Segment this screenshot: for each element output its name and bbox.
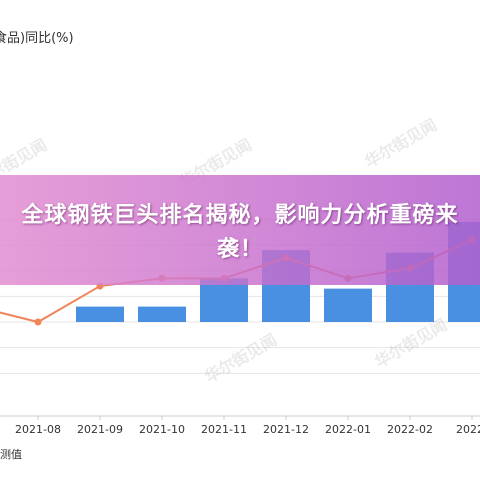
headline-banner: 全球钢铁巨头排名揭秘，影响力分析重磅来袭！ <box>0 175 480 285</box>
chart-title: 食品)同比(%) <box>0 31 74 46</box>
headline: 全球钢铁巨头排名揭秘，影响力分析重磅来袭！ <box>21 203 459 262</box>
x-tick-label: 2021-11 <box>201 423 247 436</box>
bar <box>138 306 186 322</box>
bar <box>324 288 372 322</box>
line-point <box>34 318 42 326</box>
bar <box>76 306 124 322</box>
x-tick-label: 2022-02 <box>387 423 433 436</box>
x-tick-label: 2022- <box>456 423 480 436</box>
x-tick-label: 2021-12 <box>263 423 309 436</box>
bar <box>200 278 248 322</box>
x-tick-label: 2021-09 <box>77 423 123 436</box>
x-tick-label: 2021-08 <box>15 423 61 436</box>
chart-footnote: 测值 <box>0 448 22 461</box>
x-tick-label: 2022-01 <box>325 423 371 436</box>
x-tick-label: 2021-10 <box>139 423 185 436</box>
